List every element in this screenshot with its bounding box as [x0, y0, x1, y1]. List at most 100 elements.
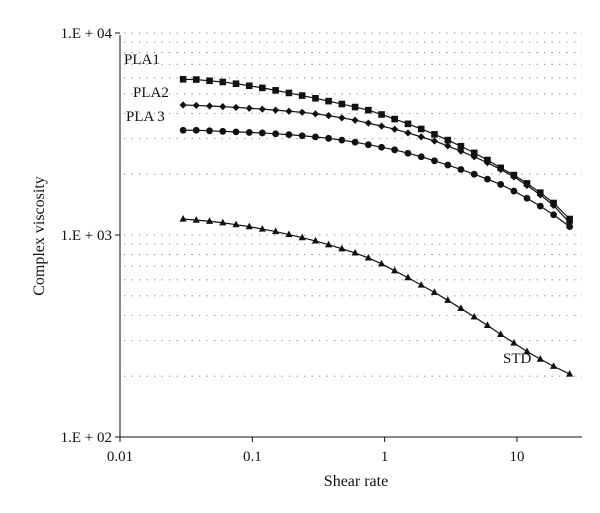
data-point-pla1	[431, 131, 438, 138]
data-point-pla2	[311, 110, 320, 118]
data-point-std	[566, 370, 574, 377]
data-point-std	[470, 312, 478, 320]
data-point-pla2	[497, 165, 505, 174]
data-point-pla1	[365, 106, 372, 114]
data-point-pla3	[179, 126, 187, 134]
data-point-std	[272, 227, 280, 235]
series-label-std: STD	[503, 351, 532, 367]
series-pla3	[179, 126, 574, 231]
data-point-std	[457, 304, 465, 312]
data-point-std	[377, 259, 386, 267]
data-point-pla2	[298, 108, 306, 116]
series-line-pla1	[183, 78, 571, 220]
data-point-std	[523, 347, 531, 355]
data-point-std	[364, 253, 372, 261]
data-point-pla2	[324, 112, 333, 120]
data-point-pla2	[536, 191, 544, 199]
data-point-pla3	[391, 146, 399, 154]
data-point-pla1	[404, 120, 412, 128]
data-point-pla2	[179, 101, 187, 109]
data-point-std	[245, 222, 253, 230]
data-point-pla3	[325, 134, 332, 142]
data-point-std	[285, 230, 293, 238]
data-point-pla3	[404, 149, 412, 157]
axes	[119, 35, 582, 438]
data-point-pla2	[444, 142, 452, 150]
ticks: 1.E + 02 1.E + 03 1.E + 04 0.01 0.1 1 10	[61, 26, 525, 465]
data-point-pla2	[232, 103, 240, 112]
data-point-pla2	[430, 137, 439, 145]
data-point-pla3	[258, 129, 266, 137]
data-point-pla3	[364, 141, 372, 149]
data-point-pla3	[378, 143, 385, 151]
data-point-std	[483, 321, 492, 328]
x-tick-label: 0.01	[107, 449, 133, 465]
data-point-std	[179, 215, 187, 222]
data-point-pla2	[245, 104, 253, 112]
data-point-pla1	[272, 87, 279, 94]
data-point-std	[549, 362, 558, 369]
data-point-pla3	[298, 132, 306, 140]
data-point-pla3	[566, 223, 574, 231]
data-point-pla3	[523, 194, 531, 202]
series-label-pla1: PLA1	[124, 52, 160, 68]
data-point-std	[311, 236, 320, 244]
data-point-pla2	[258, 105, 266, 113]
data-point-pla3	[536, 202, 544, 210]
data-point-pla1	[192, 76, 200, 83]
data-point-std	[192, 216, 200, 223]
data-point-pla2	[391, 125, 399, 133]
data-point-pla2	[510, 173, 518, 181]
data-point-pla2	[219, 103, 227, 111]
data-point-pla2	[338, 114, 346, 122]
data-point-pla2	[272, 106, 280, 114]
data-point-std	[510, 338, 518, 346]
data-point-pla2	[205, 102, 214, 110]
data-point-pla3	[192, 126, 200, 134]
data-point-pla1	[391, 115, 398, 123]
series-label-pla3: PLA 3	[126, 109, 165, 125]
data-point-pla1	[206, 77, 213, 85]
data-point-pla3	[285, 131, 293, 139]
data-point-pla1	[338, 100, 346, 108]
data-point-std	[219, 218, 227, 226]
data-point-std	[536, 355, 544, 362]
series-label-pla2: PLA2	[133, 85, 169, 101]
data-point-pla2	[377, 122, 386, 130]
data-point-pla3	[444, 161, 452, 169]
y-tick-label: 1.E + 04	[61, 26, 113, 42]
series-line-pla3	[183, 129, 571, 228]
data-point-std	[298, 233, 306, 241]
data-point-pla1	[219, 78, 227, 86]
data-point-pla1	[444, 136, 452, 144]
data-point-pla1	[325, 97, 332, 105]
data-point-pla2	[364, 119, 372, 127]
data-point-pla2	[285, 107, 293, 115]
data-point-pla3	[219, 127, 227, 135]
data-point-std	[404, 273, 412, 281]
data-point-std	[444, 296, 452, 303]
data-point-std	[497, 330, 505, 338]
series-std	[179, 215, 574, 377]
data-point-pla1	[312, 95, 319, 102]
data-point-pla3	[497, 181, 505, 188]
data-point-std	[258, 225, 266, 232]
data-point-pla2	[549, 201, 558, 210]
x-tick-label: 0.1	[243, 449, 262, 465]
data-point-std	[417, 281, 425, 288]
y-tick-label: 1.E + 03	[61, 228, 112, 244]
data-point-pla3	[232, 128, 240, 136]
x-tick-label: 10	[509, 449, 524, 465]
y-tick-label: 1.E + 02	[61, 430, 112, 446]
data-point-pla1	[470, 149, 478, 157]
data-point-pla3	[457, 166, 465, 173]
data-point-pla2	[457, 147, 465, 155]
x-axis-label: Shear rate	[324, 473, 388, 490]
data-point-std	[338, 244, 346, 252]
data-point-std	[430, 288, 439, 295]
data-point-pla2	[523, 181, 531, 190]
data-point-pla1	[351, 103, 359, 111]
data-point-pla3	[245, 129, 253, 136]
data-point-pla1	[285, 89, 293, 97]
